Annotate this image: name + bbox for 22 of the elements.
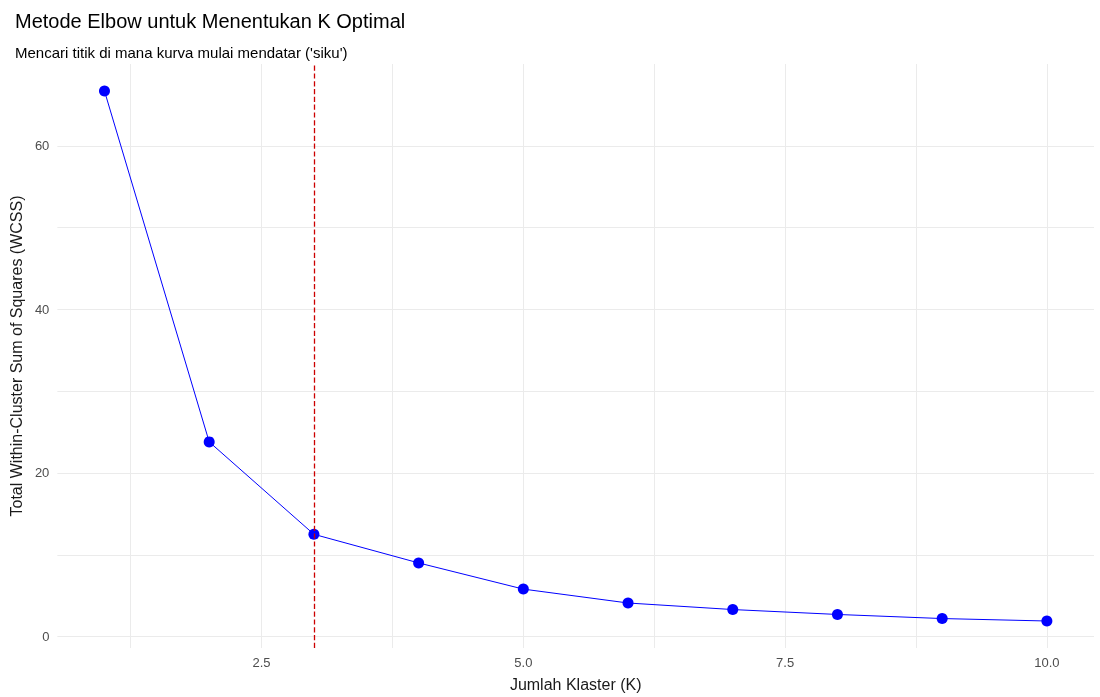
y-tick-label: 40 <box>34 301 50 317</box>
y-axis-title: Total Within-Cluster Sum of Squares (WCSS) <box>7 195 25 517</box>
point <box>517 583 529 595</box>
x-axis-title: Jumlah Klaster (K) <box>509 675 642 693</box>
x-tick-label: 2.5 <box>252 655 271 670</box>
point <box>413 557 425 569</box>
point <box>727 604 739 616</box>
x-tick-label: 5.0 <box>514 655 533 670</box>
y-tick-label: 0 <box>42 629 50 645</box>
y-tick-label: 60 <box>34 138 50 154</box>
x-tick-label: 7.5 <box>776 655 795 670</box>
y-tick-label: 20 <box>34 465 50 481</box>
point <box>203 436 215 448</box>
chart-subtitle: Mencari titik di mana kurva mulai mendatar ('siku') <box>15 44 348 61</box>
point <box>98 85 110 97</box>
point <box>936 613 948 625</box>
point <box>831 608 843 620</box>
point <box>308 528 320 540</box>
x-tick-label: 10.0 <box>1034 655 1060 670</box>
point <box>1041 615 1053 627</box>
point <box>622 597 634 609</box>
chart-title: Metode Elbow untuk Menentukan K Optimal <box>15 10 406 32</box>
